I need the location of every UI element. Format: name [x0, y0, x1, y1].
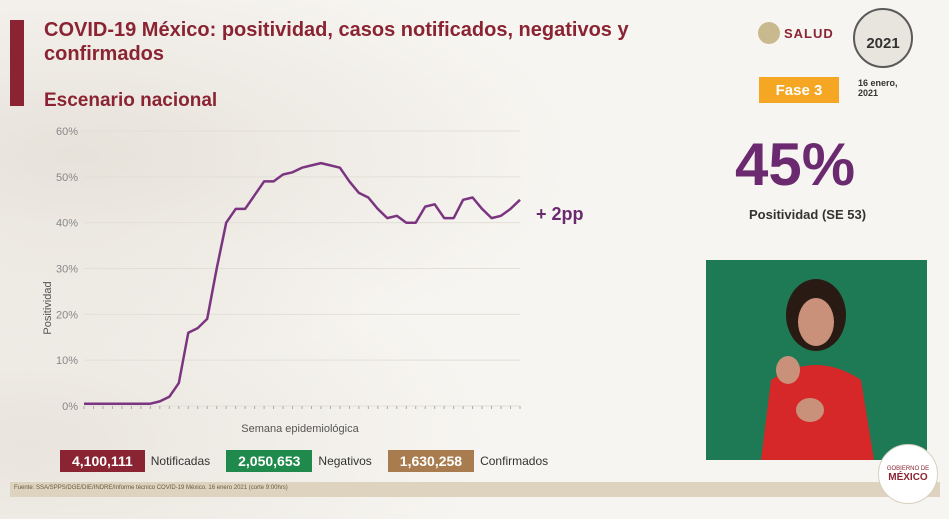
positivity-line-chart: 0% 10% 20% 30% 40% 50% 60% Positividad Semana … — [42, 126, 584, 435]
salud-logo: SALUD — [758, 22, 834, 44]
y-tick-label: 30% — [56, 264, 78, 276]
footer-strip — [10, 482, 940, 497]
confirmados-value: 1,630,258 — [387, 450, 475, 472]
phase-badge: Fase 3 — [759, 77, 839, 103]
positivity-value: 45% — [735, 131, 856, 198]
chart-grid — [84, 130, 520, 407]
gob-logo-line1: GOBIERNO DE — [886, 465, 930, 472]
report-date: 16 enero, 2021 — [858, 78, 898, 98]
negativos-label: Negativos — [318, 454, 372, 468]
sign-language-interpreter-video — [706, 260, 927, 460]
negativos-value: 2,050,653 — [226, 450, 313, 472]
x-axis-ticks — [83, 406, 521, 409]
y-tick-label: 20% — [56, 309, 78, 321]
notificadas-label: Notificadas — [150, 454, 211, 468]
y-tick-label: 50% — [56, 172, 78, 184]
interpreter-figure — [761, 279, 874, 460]
y-axis-title: Positividad — [42, 281, 54, 334]
gob-logo-line2: MÉXICO — [888, 471, 928, 483]
salud-logo-text: SALUD — [784, 25, 834, 41]
year-2021-seal: 2021 — [853, 8, 913, 68]
page-title: COVID-19 México: positividad, casos noti… — [44, 19, 629, 65]
title-accent-bar — [10, 20, 24, 106]
y-tick-label: 40% — [56, 218, 78, 230]
positivity-label: Positividad (SE 53) — [749, 207, 867, 222]
change-annotation: + 2pp — [536, 204, 584, 224]
y-axis-ticks: 0% 10% 20% 30% 40% 50% 60% — [56, 126, 78, 413]
gobierno-mexico-logo: GOBIERNO DE MÉXICO — [878, 444, 938, 504]
page-subtitle: Escenario nacional — [44, 90, 218, 111]
x-axis-title: Semana epidemiológica — [241, 423, 359, 435]
notificadas-value: 4,100,111 — [60, 450, 145, 472]
y-tick-label: 60% — [56, 126, 78, 138]
y-tick-label: 0% — [62, 401, 78, 413]
source-citation: Fuente: SSA/SPPS/DGE/DIE/INDRE/Informe t… — [14, 485, 288, 491]
eagle-icon — [758, 22, 780, 44]
confirmados-label: Confirmados — [480, 454, 549, 468]
seal-year-text: 2021 — [866, 34, 900, 52]
stats-row: 4,100,111 Notificadas 2,050,653 Negativo… — [60, 450, 558, 472]
y-tick-label: 10% — [56, 355, 78, 367]
positivity-series-line — [84, 161, 521, 405]
